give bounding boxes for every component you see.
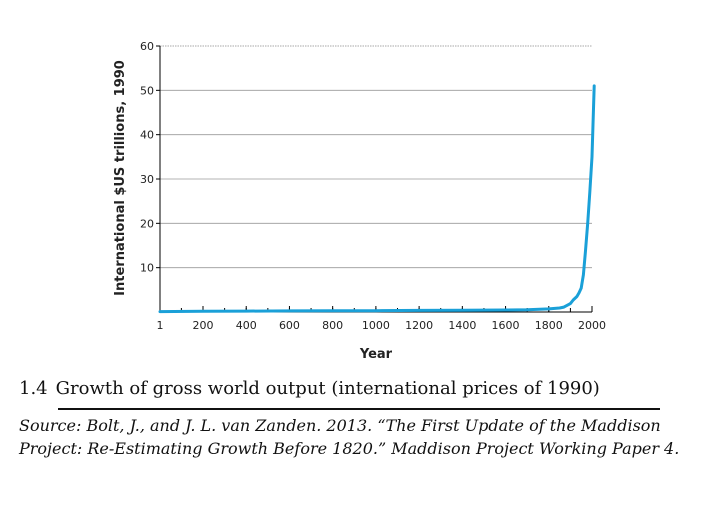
x-axis-label: Year — [359, 347, 393, 362]
gridlines — [160, 45, 592, 269]
x-tick-label-1200: 1200 — [405, 319, 433, 332]
x-ticks: 1 200 400 600 800 1000 1200 1400 1600 1800 2000 — [157, 306, 606, 332]
y-tick-label-30: 30 — [140, 173, 154, 186]
y-ticks: 10 20 30 40 50 60 — [140, 40, 160, 275]
y-tick-label-20: 20 — [140, 217, 154, 230]
figure-caption-text: Growth of gross world output (internatio… — [55, 378, 600, 399]
x-tick-label-600: 600 — [279, 319, 300, 332]
x-tick-label-1: 1 — [157, 319, 164, 332]
figure-source: Source: Bolt, J., and J. L. van Zanden. … — [19, 416, 680, 458]
series-group — [158, 84, 596, 314]
x-tick-label-1600: 1600 — [492, 319, 520, 332]
x-tick-label-1000: 1000 — [362, 319, 390, 332]
x-tick-label-200: 200 — [193, 319, 214, 332]
x-tick-label-1800: 1800 — [535, 319, 563, 332]
y-tick-label-60: 60 — [140, 40, 154, 53]
x-tick-label-2000: 2000 — [578, 319, 606, 332]
x-tick-label-1400: 1400 — [448, 319, 476, 332]
y-tick-label-10: 10 — [140, 262, 154, 275]
figure-caption: 1.4 Growth of gross world output (interna… — [19, 378, 600, 399]
y-tick-label-40: 40 — [140, 129, 154, 142]
x-tick-label-400: 400 — [236, 319, 257, 332]
caption-underline — [58, 408, 660, 410]
series-line-0 — [158, 84, 596, 314]
y-axis-label: International $US trillions, 1990 — [113, 60, 128, 296]
figure-number: 1.4 — [19, 378, 48, 399]
y-tick-label-50: 50 — [140, 84, 154, 97]
x-tick-label-800: 800 — [322, 319, 343, 332]
